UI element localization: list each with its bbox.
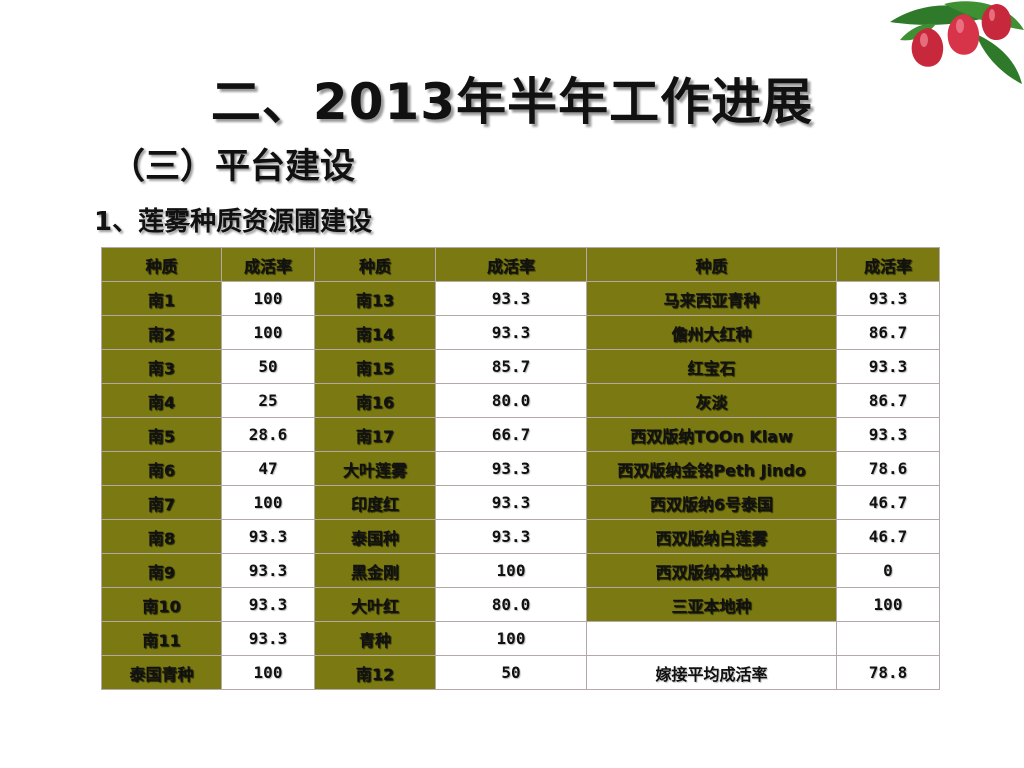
table-row: 南6 47 大叶莲雾 93.3 西双版纳金铭Peth Jindo 78.6	[101, 451, 940, 486]
survival-rate-table: 种质 成活率 种质 成活率 种质 成活率 南1 100 南13 93.3 马来西亚青种 93.3 南2 1…	[101, 247, 940, 690]
germplasm-name-cell: 红宝石	[586, 349, 837, 384]
survival-rate-cell: 85.7	[435, 349, 587, 384]
survival-rate-cell: 78.8	[836, 655, 940, 690]
survival-rate-cell	[836, 621, 940, 656]
survival-rate-cell: 66.7	[435, 417, 587, 452]
survival-rate-cell: 93.3	[435, 451, 587, 486]
slide-subtitle: （三）平台建设	[110, 147, 356, 187]
survival-rate-cell: 47	[221, 451, 315, 486]
survival-rate-cell: 93.3	[836, 417, 940, 452]
survival-rate-cell: 93.3	[836, 281, 940, 316]
survival-rate-cell: 100	[221, 655, 315, 690]
column-header: 成活率	[435, 247, 587, 282]
column-header: 成活率	[221, 247, 315, 282]
germplasm-name-cell: 大叶莲雾	[314, 451, 436, 486]
germplasm-name-cell: 南16	[314, 383, 436, 418]
survival-rate-cell: 93.3	[435, 315, 587, 350]
table-row: 南2 100 南14 93.3 儋州大红种 86.7	[101, 315, 940, 350]
germplasm-name-cell: 南9	[101, 553, 222, 588]
table-row: 南1 100 南13 93.3 马来西亚青种 93.3	[101, 281, 940, 316]
germplasm-name-cell	[586, 621, 837, 656]
column-header: 成活率	[836, 247, 940, 282]
germplasm-name-cell: 青种	[314, 621, 436, 656]
survival-rate-cell: 80.0	[435, 383, 587, 418]
survival-rate-cell: 86.7	[836, 383, 940, 418]
table-row: 南7 100 印度红 93.3 西双版纳6号泰国 46.7	[101, 485, 940, 520]
survival-rate-cell: 50	[221, 349, 315, 384]
survival-rate-cell: 28.6	[221, 417, 315, 452]
survival-rate-cell: 46.7	[836, 519, 940, 554]
germplasm-name-cell: 南11	[101, 621, 222, 656]
survival-rate-cell: 50	[435, 655, 587, 690]
germplasm-name-cell: 嫁接平均成活率	[586, 655, 837, 690]
column-header: 种质	[586, 247, 837, 282]
germplasm-name-cell: 马来西亚青种	[586, 281, 837, 316]
survival-rate-cell: 93.3	[836, 349, 940, 384]
germplasm-name-cell: 南6	[101, 451, 222, 486]
germplasm-name-cell: 泰国青种	[101, 655, 222, 690]
survival-rate-cell: 100	[221, 315, 315, 350]
germplasm-name-cell: 南14	[314, 315, 436, 350]
germplasm-name-cell: 大叶红	[314, 587, 436, 622]
survival-rate-cell: 93.3	[221, 553, 315, 588]
table-row: 南10 93.3 大叶红 80.0 三亚本地种 100	[101, 587, 940, 622]
survival-rate-cell: 93.3	[435, 519, 587, 554]
survival-rate-cell: 93.3	[221, 621, 315, 656]
germplasm-name-cell: 南4	[101, 383, 222, 418]
table-row: 南11 93.3 青种 100	[101, 621, 940, 656]
germplasm-name-cell: 三亚本地种	[586, 587, 837, 622]
survival-rate-cell: 78.6	[836, 451, 940, 486]
germplasm-name-cell: 儋州大红种	[586, 315, 837, 350]
germplasm-name-cell: 南3	[101, 349, 222, 384]
column-header: 种质	[101, 247, 222, 282]
table-row: 泰国青种 100 南12 50 嫁接平均成活率 78.8	[101, 655, 940, 690]
table-row: 南5 28.6 南17 66.7 西双版纳TOOn Klaw 93.3	[101, 417, 940, 452]
germplasm-name-cell: 南2	[101, 315, 222, 350]
germplasm-name-cell: 西双版纳6号泰国	[586, 485, 837, 520]
survival-rate-cell: 93.3	[221, 587, 315, 622]
germplasm-name-cell: 西双版纳TOOn Klaw	[586, 417, 837, 452]
germplasm-name-cell: 南5	[101, 417, 222, 452]
germplasm-name-cell: 灰淡	[586, 383, 837, 418]
survival-rate-cell: 100	[435, 621, 587, 656]
survival-rate-cell: 25	[221, 383, 315, 418]
germplasm-name-cell: 西双版纳本地种	[586, 553, 837, 588]
table-row: 南4 25 南16 80.0 灰淡 86.7	[101, 383, 940, 418]
germplasm-name-cell: 南12	[314, 655, 436, 690]
survival-rate-cell: 0	[836, 553, 940, 588]
section-heading: 1、莲雾种质资源圃建设	[94, 207, 373, 237]
table-row: 南8 93.3 泰国种 93.3 西双版纳白莲雾 46.7	[101, 519, 940, 554]
survival-rate-cell: 100	[435, 553, 587, 588]
germplasm-name-cell: 南15	[314, 349, 436, 384]
table-row: 南3 50 南15 85.7 红宝石 93.3	[101, 349, 940, 384]
germplasm-name-cell: 南17	[314, 417, 436, 452]
survival-rate-cell: 100	[221, 485, 315, 520]
survival-rate-cell: 100	[836, 587, 940, 622]
germplasm-name-cell: 南7	[101, 485, 222, 520]
germplasm-name-cell: 黑金刚	[314, 553, 436, 588]
germplasm-name-cell: 印度红	[314, 485, 436, 520]
survival-rate-cell: 80.0	[435, 587, 587, 622]
germplasm-name-cell: 南1	[101, 281, 222, 316]
survival-rate-cell: 93.3	[435, 485, 587, 520]
germplasm-name-cell: 南10	[101, 587, 222, 622]
table-row: 南9 93.3 黑金刚 100 西双版纳本地种 0	[101, 553, 940, 588]
germplasm-name-cell: 南8	[101, 519, 222, 554]
survival-rate-cell: 93.3	[221, 519, 315, 554]
germplasm-name-cell: 南13	[314, 281, 436, 316]
wax-apple-fruit-icon	[890, 1, 1024, 84]
germplasm-name-cell: 泰国种	[314, 519, 436, 554]
survival-rate-cell: 86.7	[836, 315, 940, 350]
germplasm-name-cell: 西双版纳金铭Peth Jindo	[586, 451, 837, 486]
column-header: 种质	[314, 247, 436, 282]
slide-title: 二、2013年半年工作进展	[210, 73, 814, 131]
table-header-row: 种质 成活率 种质 成活率 种质 成活率	[101, 247, 940, 282]
survival-rate-cell: 100	[221, 281, 315, 316]
survival-rate-cell: 93.3	[435, 281, 587, 316]
germplasm-name-cell: 西双版纳白莲雾	[586, 519, 837, 554]
survival-rate-cell: 46.7	[836, 485, 940, 520]
